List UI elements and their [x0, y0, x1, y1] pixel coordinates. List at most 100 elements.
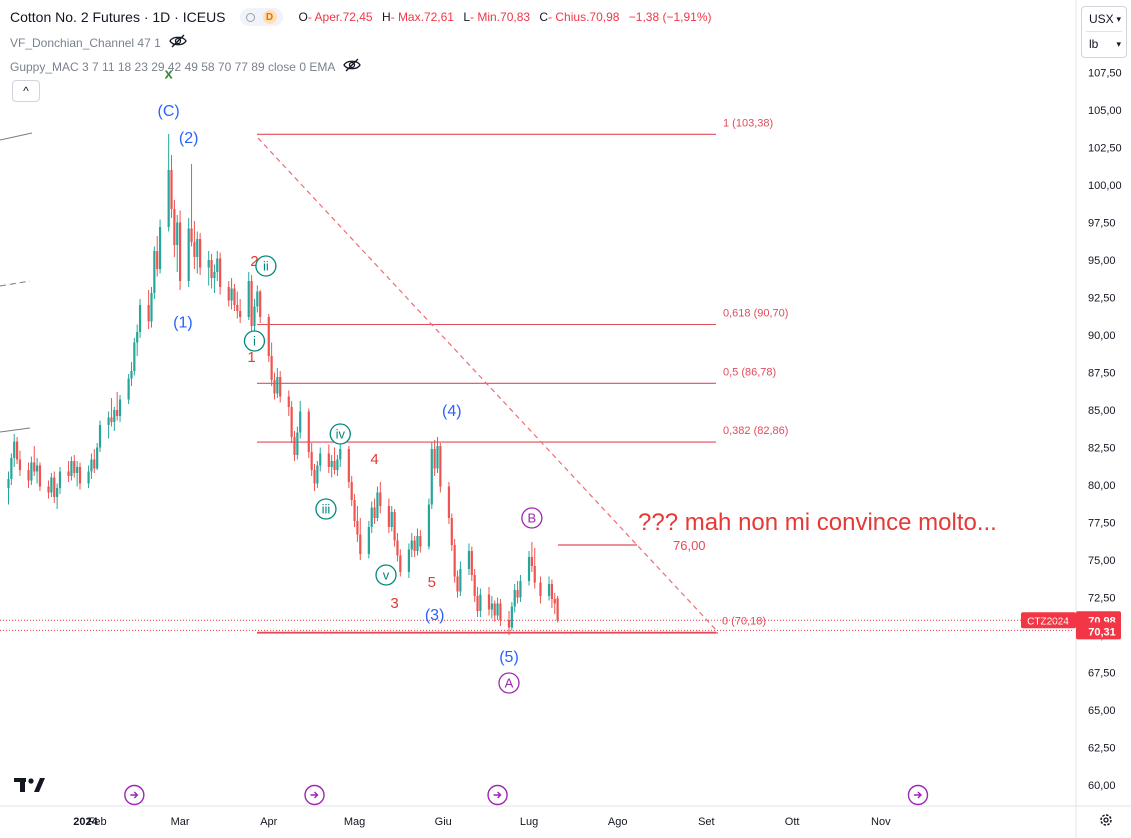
previous-price-badge	[1076, 622, 1121, 640]
candle	[276, 368, 279, 398]
x-tick-label: Lug	[520, 816, 538, 828]
wave-label: 1	[247, 349, 255, 366]
candle	[67, 461, 70, 482]
y-tick-label: 62,50	[1088, 743, 1116, 755]
wave-label: iii	[322, 502, 331, 517]
settings-gear-icon[interactable]	[1098, 812, 1114, 833]
candle	[150, 287, 153, 328]
candle	[330, 455, 333, 478]
y-tick-label: 67,50	[1088, 668, 1116, 680]
candle	[293, 431, 296, 461]
candle	[270, 342, 273, 386]
candle	[510, 602, 513, 631]
candle	[473, 569, 476, 602]
currency-selector[interactable]: USX ▾	[1082, 7, 1126, 31]
channel-line	[0, 132, 33, 141]
wave-label: (2)	[179, 130, 199, 147]
candle	[116, 392, 119, 421]
unit-selector[interactable]: lb ▾	[1082, 32, 1126, 56]
candle	[53, 471, 56, 503]
collapse-legend-button[interactable]: ^	[12, 80, 40, 102]
wave-label: ii	[263, 259, 269, 274]
event-marker-icon[interactable]	[487, 784, 508, 806]
candle	[256, 285, 259, 313]
candle	[93, 449, 96, 473]
event-marker-icon[interactable]	[304, 784, 325, 806]
candle	[287, 390, 290, 416]
candle	[76, 461, 79, 487]
chevron-down-icon: ▾	[1116, 14, 1121, 24]
wave-label: i	[253, 334, 256, 349]
y-tick-label: 97,50	[1088, 218, 1116, 230]
candle	[239, 299, 242, 323]
x-tick-label: 2024	[73, 816, 98, 828]
event-marker-icon[interactable]	[907, 784, 929, 806]
candle	[347, 446, 350, 488]
candle	[133, 338, 136, 376]
wave-label: (C)	[158, 103, 180, 120]
candle	[299, 401, 302, 439]
candle	[56, 483, 59, 509]
candle	[516, 581, 519, 604]
candle	[459, 561, 462, 596]
wave-label: x	[164, 66, 173, 83]
indicator-donchian[interactable]: VF_Donchian_Channel 47 1	[10, 34, 187, 51]
x-tick-label: Ago	[608, 816, 628, 828]
fib-level-label: 0,5 (86,78)	[723, 366, 776, 378]
x-tick-label: Giu	[435, 816, 452, 828]
wave-label-circle	[329, 423, 351, 445]
candle	[476, 587, 479, 617]
fib-level-label: 0,382 (82,86)	[723, 425, 788, 437]
status-pill[interactable]: D	[239, 8, 283, 26]
symbol-title[interactable]: Cotton No. 2 Futures · 1D · ICEUS	[10, 9, 226, 25]
fib-level-label: 0,618 (90,70)	[723, 308, 788, 320]
previous-price-value: 70,31	[1088, 626, 1116, 638]
candle	[90, 453, 93, 479]
delayed-data-badge: D	[262, 10, 277, 24]
currency-unit-selector[interactable]: USX ▾ lb ▾	[1081, 6, 1127, 58]
candle	[253, 299, 256, 332]
candle	[527, 551, 531, 586]
candle	[416, 528, 419, 556]
candle	[407, 543, 410, 578]
eye-hidden-icon[interactable]	[169, 34, 187, 51]
candle	[176, 215, 179, 272]
candle	[167, 134, 170, 232]
y-tick-label: 95,00	[1088, 255, 1116, 267]
eye-hidden-icon[interactable]	[343, 58, 362, 75]
x-tick-label: Mag	[344, 816, 365, 828]
wave-label: iv	[336, 427, 346, 442]
candle	[113, 407, 116, 431]
chevron-down-icon: ▾	[1116, 39, 1121, 49]
candle	[393, 509, 396, 547]
candle	[353, 494, 356, 527]
candle	[376, 486, 379, 521]
x-tick-label: Mar	[171, 816, 190, 828]
candle	[136, 324, 139, 356]
tradingview-logo-icon[interactable]	[14, 776, 46, 799]
indicator-guppy[interactable]: Guppy_MAC 3 7 11 18 23 29 42 49 58 70 77…	[10, 58, 362, 75]
candle	[233, 284, 236, 311]
event-marker-icon[interactable]	[124, 784, 145, 806]
candle	[467, 543, 471, 575]
y-tick-label: 107,50	[1088, 68, 1122, 80]
candle	[370, 501, 373, 533]
candle	[227, 281, 230, 307]
candle	[273, 372, 276, 400]
candle	[50, 473, 53, 497]
candle	[453, 539, 456, 583]
wave-label: v	[383, 568, 390, 583]
candle	[58, 467, 62, 494]
resistance-label: 76,00	[673, 538, 706, 553]
candle	[36, 458, 39, 484]
low-value: - Min.70,83	[470, 10, 531, 24]
candle	[236, 291, 239, 319]
candle	[396, 533, 399, 562]
y-tick-label: 105,00	[1088, 105, 1122, 117]
channel-line	[0, 427, 31, 433]
candle	[147, 290, 150, 329]
candle	[539, 576, 542, 604]
candle	[47, 480, 50, 499]
chart-legend: Cotton No. 2 Futures · 1D · ICEUS D O- A…	[10, 8, 718, 26]
